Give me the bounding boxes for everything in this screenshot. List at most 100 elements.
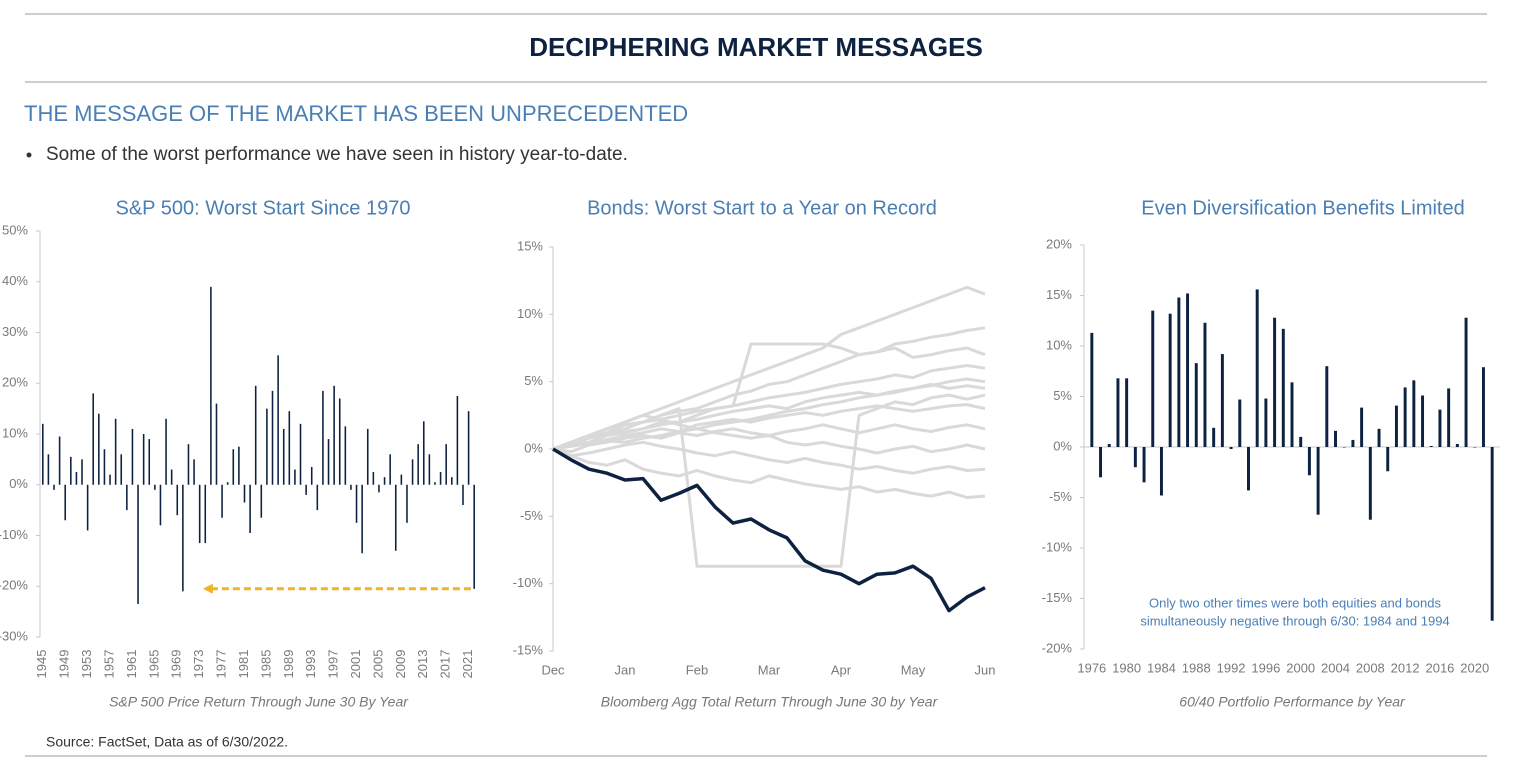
bar: [215, 403, 218, 485]
y-tick-label: 5%: [1053, 388, 1072, 403]
bar: [204, 484, 207, 544]
bar: [1464, 317, 1468, 447]
bar: [221, 484, 223, 518]
bar: [1194, 363, 1198, 447]
bar: [462, 484, 464, 506]
bar: [1142, 447, 1146, 483]
bar: [1125, 378, 1129, 447]
bar: [238, 446, 240, 485]
bar: [406, 484, 408, 523]
bar: [58, 436, 61, 485]
bar: [165, 418, 167, 485]
x-tick-label: 1953: [79, 650, 94, 679]
x-tick-label: 2009: [393, 650, 408, 679]
bar: [126, 484, 128, 511]
x-tick-label: 2000: [1286, 660, 1315, 675]
x-tick-label: Jun: [975, 662, 996, 677]
bar: [210, 286, 212, 485]
x-tick-label: 2005: [370, 650, 385, 679]
chart-title: Even Diversification Benefits Limited: [1141, 197, 1464, 219]
bar: [355, 484, 358, 523]
bar: [226, 482, 229, 485]
x-tick-label: Dec: [541, 662, 565, 677]
series-line: [552, 447, 986, 613]
bar: [1351, 439, 1355, 447]
bar: [1133, 447, 1137, 468]
bar: [1264, 398, 1268, 447]
bar: [1238, 399, 1242, 447]
bar: [92, 393, 95, 485]
bar: [322, 390, 324, 485]
bar: [316, 484, 319, 511]
bar: [1421, 395, 1425, 447]
bar: [1368, 447, 1372, 520]
bar: [154, 484, 156, 490]
x-tick-label: 2001: [348, 650, 363, 679]
x-axis-label: Bloomberg Agg Total Return Through June …: [601, 694, 939, 710]
bar: [1455, 443, 1459, 447]
bar: [456, 395, 459, 485]
x-tick-label: 1985: [258, 650, 273, 679]
y-tick-label: -15%: [1042, 590, 1073, 605]
x-tick-label: 1996: [1251, 660, 1280, 675]
bar: [288, 411, 291, 485]
x-axis-label: 60/40 Portfolio Performance by Year: [1179, 694, 1406, 710]
y-tick-label: 20%: [2, 375, 28, 390]
source: Source: FactSet, Data as of 6/30/2022.: [46, 734, 288, 750]
bar: [1325, 366, 1329, 447]
bar: [451, 477, 453, 485]
annotation: Only two other times were both equities …: [1149, 595, 1441, 610]
bar: [350, 484, 352, 490]
bar: [1386, 447, 1390, 472]
y-tick-label: -30%: [0, 628, 28, 643]
x-tick-label: Mar: [758, 662, 781, 677]
bar: [232, 449, 235, 485]
bar: [1342, 447, 1346, 448]
bar: [1151, 310, 1155, 447]
y-tick-label: 0%: [9, 476, 28, 491]
y-tick-label: -10%: [513, 575, 544, 590]
x-tick-label: 2004: [1321, 660, 1350, 675]
bar: [344, 426, 347, 485]
x-tick-label: 1961: [124, 650, 139, 679]
y-tick-label: 0%: [524, 440, 543, 455]
y-tick-label: 15%: [1046, 287, 1072, 302]
bar: [266, 408, 268, 485]
bar: [1168, 313, 1172, 447]
bar: [1177, 297, 1181, 447]
bar: [98, 413, 100, 485]
bar: [64, 484, 66, 521]
bar: [187, 444, 190, 485]
bar: [338, 398, 341, 485]
y-tick-label: -10%: [1042, 539, 1073, 554]
bar: [271, 390, 274, 485]
bar: [445, 444, 447, 485]
bar: [1473, 447, 1477, 448]
bar: [299, 423, 302, 485]
bar: [1247, 447, 1250, 491]
x-tick-label: 1977: [214, 650, 229, 679]
bar: [383, 477, 386, 485]
bar: [75, 472, 78, 485]
bar: [170, 469, 173, 485]
page-title: DECIPHERING MARKET MESSAGES: [529, 32, 983, 62]
x-tick-label: 1988: [1182, 660, 1211, 675]
x-tick-label: 1992: [1217, 660, 1246, 675]
bar: [1090, 332, 1094, 447]
bar: [411, 459, 414, 485]
series-line: [552, 393, 986, 568]
bar: [42, 423, 44, 485]
bar: [86, 484, 89, 531]
bar: [159, 484, 162, 526]
bar: [148, 439, 151, 485]
bar: [467, 411, 470, 485]
x-tick-label: 1981: [236, 650, 251, 679]
y-tick-label: 0%: [1053, 438, 1072, 453]
y-tick-label: 10%: [2, 425, 28, 440]
bar: [417, 444, 419, 485]
x-tick-label: Jan: [615, 662, 636, 677]
bar: [372, 472, 375, 485]
bar: [1186, 293, 1190, 447]
x-tick-label: 1969: [169, 650, 184, 679]
